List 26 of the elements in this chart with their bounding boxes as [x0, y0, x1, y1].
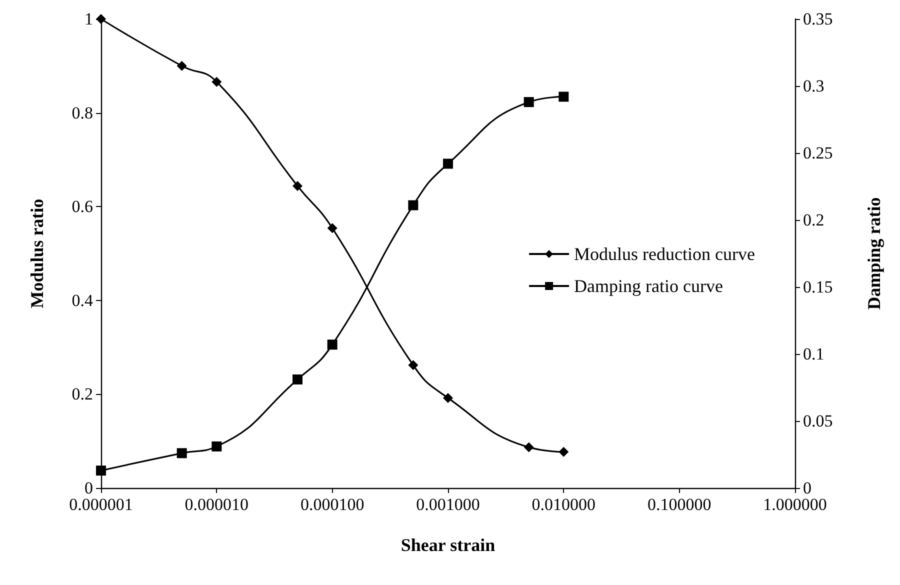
y2-tick-label: 0.3 [803, 76, 824, 96]
y2-tick-label: 0.1 [803, 344, 824, 364]
y-tick-label: 0 [84, 478, 93, 498]
x-tick-label: 0.000100 [300, 495, 364, 514]
y-tick-label: 0.2 [72, 384, 93, 404]
y-axis-title: Modulus ratio [27, 198, 47, 308]
y2-tick-label: 0.05 [803, 412, 833, 430]
x-tick-label: 1.000000 [763, 495, 827, 514]
y2-tick-label: 0 [803, 478, 812, 498]
x-tick-label: 0.001000 [416, 495, 480, 514]
x-tick-label: 0.010000 [532, 495, 596, 514]
legend-label: Damping ratio curve [574, 276, 723, 296]
y-tick-label: 0.6 [72, 197, 93, 216]
y2-tick-label: 0.2 [803, 210, 824, 230]
legend-label: Modulus reduction curve [574, 244, 756, 264]
y2-tick-label: 0.25 [803, 144, 833, 162]
x-tick-label: 0.000001 [69, 495, 133, 514]
x-tick-label: 0.000010 [184, 495, 249, 514]
y-tick-label: 0.4 [72, 290, 94, 310]
y2-tick-label: 0.35 [803, 10, 833, 28]
y-tick-label: 1 [84, 10, 93, 28]
x-tick-label: 0.100000 [647, 495, 712, 514]
x-axis-title: Shear strain [400, 535, 496, 555]
y-tick-label: 0.8 [72, 103, 93, 122]
y2-axis-title: Damping ratio [864, 197, 884, 310]
y2-tick-label: 0.15 [803, 278, 833, 296]
